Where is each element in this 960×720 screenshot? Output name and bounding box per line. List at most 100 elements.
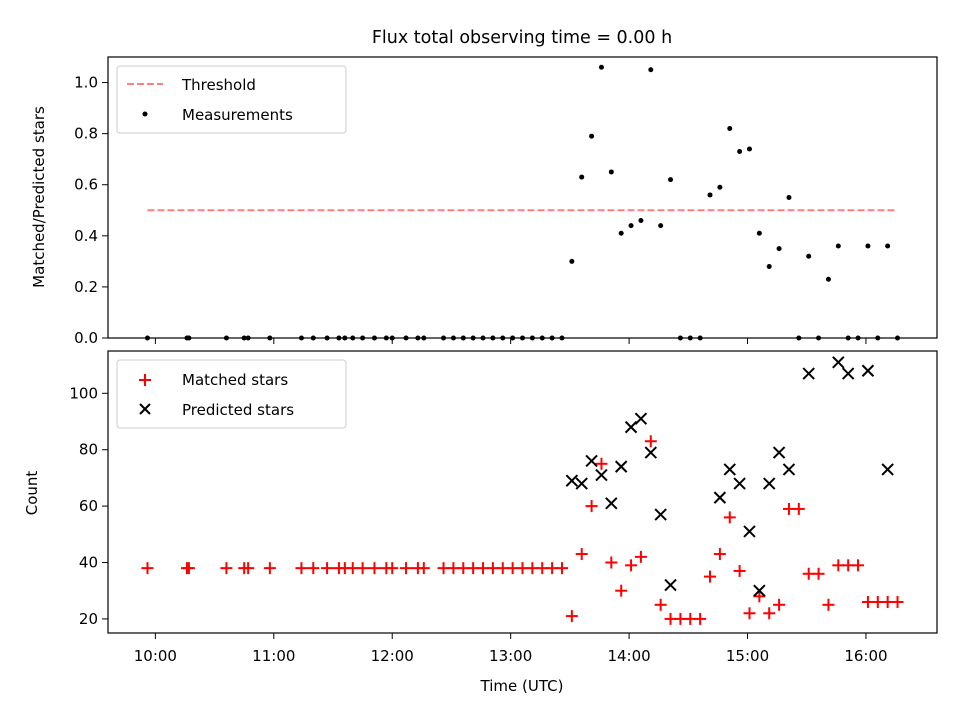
- matched-stars-point: [792, 502, 805, 515]
- count-panel: 20 40 60 80 100 10:00 11:00 12:00 13:00 14:00 15:…: [23, 350, 938, 695]
- matched-stars-point: [182, 562, 195, 575]
- matched-stars-point: [644, 435, 657, 448]
- predicted-stars-point: [743, 525, 756, 538]
- measurement-point: [776, 246, 782, 252]
- matched-stars-point: [400, 562, 413, 575]
- measurement-point: [737, 149, 743, 155]
- count-y-axis-label: Count: [23, 471, 41, 516]
- count-y-tick-label: 20: [79, 610, 98, 628]
- predicted-stars-point: [772, 446, 786, 459]
- matched-stars-point: [307, 562, 320, 575]
- matched-stars-point: [605, 556, 618, 569]
- count-frame: [107, 350, 938, 634]
- ratio-y-tick-label: 0.6: [74, 176, 98, 194]
- matched-stars-point: [575, 548, 588, 561]
- ratio-panel: 0.0 0.2 0.4 0.6 0.8 1.0 Matched/Predicted sta…: [30, 56, 938, 347]
- legend-measurements-label: Measurements: [182, 106, 293, 124]
- measurement-point: [579, 174, 585, 180]
- predicted-stars-point: [753, 584, 766, 597]
- matched-stars-point: [141, 562, 154, 575]
- matched-stars-point: [263, 562, 276, 575]
- ratio-y-tick-label: 0.8: [74, 125, 98, 143]
- matched-stars-point: [723, 511, 736, 524]
- predicted-stars-point: [723, 463, 736, 476]
- measurement-point: [756, 230, 762, 236]
- ratio-y-ticks: 0.0 0.2 0.4 0.6 0.8 1.0: [74, 74, 108, 347]
- matched-stars-point: [242, 562, 255, 575]
- matched-stars-point: [356, 562, 369, 575]
- predicted-stars-point: [595, 468, 608, 482]
- measurement-point: [766, 263, 772, 269]
- measurement-point: [658, 223, 664, 229]
- ratio-y-tick-label: 0.2: [74, 278, 98, 296]
- matched-stars-point: [220, 562, 233, 575]
- matched-stars-point: [763, 607, 776, 620]
- count-x-tick-label: 11:00: [252, 647, 295, 665]
- matched-stars-point: [386, 562, 399, 575]
- predicted-stars-point: [634, 412, 648, 425]
- matched-stars-point: [321, 562, 334, 575]
- count-y-ticks: 20 40 60 80 100: [69, 384, 108, 628]
- matched-stars-point: [743, 607, 756, 620]
- count-x-tick-label: 12:00: [371, 647, 414, 665]
- measurement-point: [598, 64, 604, 70]
- measurement-point: [638, 217, 644, 223]
- count-x-tick-label: 10:00: [134, 647, 177, 665]
- matched-stars-point: [585, 500, 598, 513]
- matched-legend-swatch: [139, 374, 151, 386]
- matched-stars-point: [654, 598, 667, 611]
- x-axis-label: Time (UTC): [480, 677, 564, 695]
- matched-stars-point: [555, 562, 568, 575]
- matched-stars-point: [704, 570, 717, 583]
- matched-stars-point: [713, 548, 726, 561]
- matched-stars-point: [565, 610, 578, 623]
- measurement-point: [707, 192, 713, 198]
- matched-stars-point: [694, 612, 707, 625]
- count-legend: Matched stars Predicted stars: [116, 359, 347, 429]
- measurement-point: [825, 276, 831, 282]
- measurement-point: [727, 126, 733, 132]
- count-legend-box: [116, 359, 347, 429]
- predicted-stars-point: [841, 367, 855, 380]
- ratio-legend: Threshold Measurements: [116, 65, 347, 134]
- predicted-stars-point: [861, 364, 875, 377]
- count-x-tick-label: 13:00: [489, 647, 532, 665]
- measurement-point: [865, 243, 871, 249]
- measurements-legend-swatch: [142, 111, 148, 117]
- predicted-legend-swatch: [139, 403, 151, 415]
- predicted-stars-point: [802, 367, 815, 380]
- matched-stars-point: [773, 598, 786, 611]
- matched-stars-point: [625, 559, 638, 572]
- count-y-tick-label: 80: [79, 441, 98, 459]
- measurement-point: [806, 253, 812, 259]
- matched-stars-point: [852, 559, 865, 572]
- measurement-point: [618, 230, 624, 236]
- measurement-point: [628, 223, 634, 229]
- measurement-point: [589, 133, 595, 139]
- chart-title: Flux total observing time = 0.00 h: [372, 28, 672, 48]
- measurement-point: [786, 195, 792, 200]
- legend-matched-label: Matched stars: [182, 371, 288, 389]
- predicted-stars-point: [782, 463, 796, 476]
- predicted-stars-point: [565, 474, 579, 487]
- matched-stars-point: [891, 595, 904, 608]
- measurement-point: [717, 184, 723, 190]
- measurement-point: [835, 243, 841, 249]
- ratio-y-tick-label: 0.0: [74, 329, 98, 347]
- measurement-point: [608, 169, 614, 175]
- predicted-stars-point: [605, 497, 618, 510]
- predicted-stars-point: [664, 578, 677, 592]
- predicted-stars-point: [575, 477, 588, 490]
- predicted-stars-point: [881, 463, 894, 476]
- predicted-stars-point: [644, 446, 658, 459]
- matched-stars-point: [595, 457, 608, 470]
- count-x-tick-label: 15:00: [726, 647, 769, 665]
- predicted-stars-point: [763, 477, 776, 490]
- count-x-tick-label: 14:00: [607, 647, 650, 665]
- ratio-y-tick-label: 1.0: [74, 74, 98, 92]
- measurement-point: [668, 177, 674, 183]
- measurement-point: [569, 258, 575, 264]
- ratio-x-ticks: [154, 338, 867, 344]
- predicted-stars-point: [654, 508, 667, 521]
